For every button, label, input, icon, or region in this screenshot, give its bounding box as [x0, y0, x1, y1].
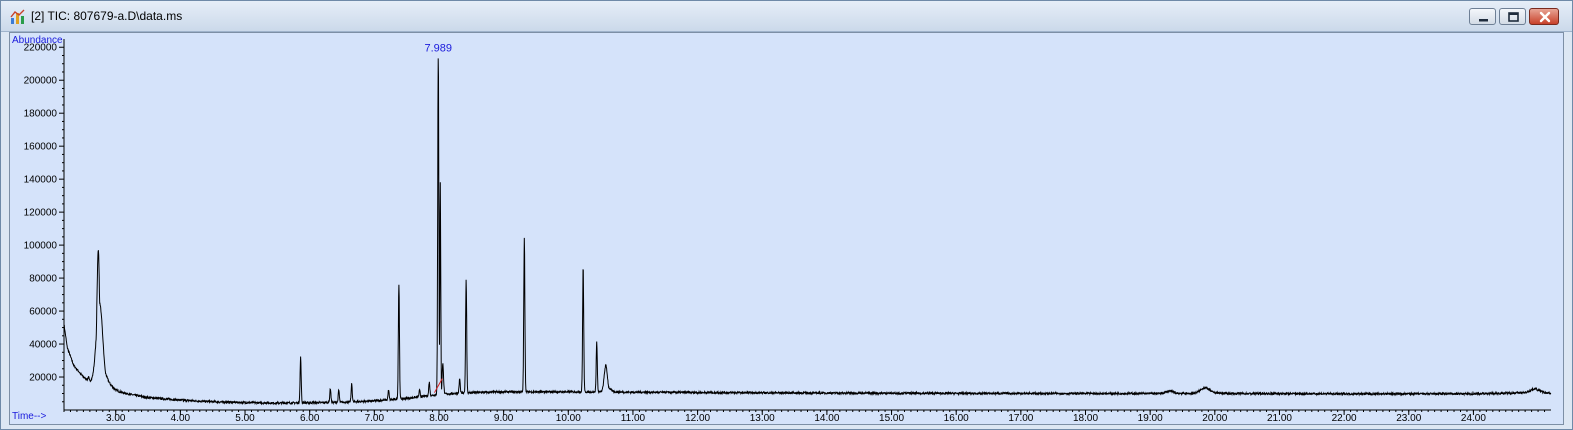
- peak-label: 7.989: [425, 42, 453, 54]
- y-tick-label: 60000: [29, 307, 57, 318]
- x-tick-label: 15.00: [879, 413, 904, 424]
- y-tick-label: 180000: [24, 109, 58, 120]
- chart-area[interactable]: 20000 40000 60000 80000 100000 120000 140000 16…: [9, 32, 1564, 425]
- minimize-icon: [1479, 19, 1488, 22]
- y-tick-label: 160000: [24, 142, 58, 153]
- x-tick-label: 5.00: [235, 413, 255, 424]
- maximize-button[interactable]: [1499, 8, 1526, 25]
- y-tick-label: 140000: [24, 175, 58, 186]
- x-axis-label: Time-->: [12, 411, 47, 422]
- x-tick-label: 16.00: [944, 413, 969, 424]
- chromatogram-chart[interactable]: 20000 40000 60000 80000 100000 120000 140000 16…: [10, 33, 1563, 424]
- x-tick-label: 23.00: [1396, 413, 1421, 424]
- x-tick-label: 7.00: [365, 413, 385, 424]
- y-tick-label: 200000: [24, 76, 58, 87]
- x-tick-label: 4.00: [171, 413, 191, 424]
- y-tick-label: 20000: [29, 373, 57, 384]
- x-tick-label: 17.00: [1008, 413, 1033, 424]
- x-tick-label: 8.00: [429, 413, 449, 424]
- maximize-icon: [1508, 12, 1519, 22]
- y-tick-label: 40000: [29, 340, 57, 351]
- y-tick-label: 100000: [24, 241, 58, 252]
- y-tick-label: 120000: [24, 208, 58, 219]
- x-tick-label: 20.00: [1202, 413, 1227, 424]
- window-title: [2] TIC: 807679-a.D\data.ms: [31, 9, 183, 23]
- chemstation-app-icon: [10, 9, 25, 24]
- integration-baseline-marker: [434, 378, 443, 393]
- close-icon: [1539, 11, 1551, 23]
- x-tick-label: 10.00: [556, 413, 581, 424]
- x-tick-label: 14.00: [814, 413, 839, 424]
- x-tick-label: 24.00: [1461, 413, 1486, 424]
- title-bar[interactable]: [2] TIC: 807679-a.D\data.ms: [1, 1, 1572, 32]
- x-tick-label: 19.00: [1138, 413, 1163, 424]
- close-button[interactable]: [1529, 8, 1559, 25]
- x-tick-label: 6.00: [300, 413, 320, 424]
- minimize-button[interactable]: [1469, 8, 1496, 25]
- x-tick-label: 11.00: [621, 413, 646, 424]
- x-tick-label: 9.00: [494, 413, 514, 424]
- x-tick-label: 21.00: [1267, 413, 1292, 424]
- x-tick-label: 12.00: [685, 413, 710, 424]
- tic-signal-line: [63, 58, 1552, 406]
- x-tick-label: 22.00: [1332, 413, 1357, 424]
- x-tick-label: 13.00: [750, 413, 775, 424]
- y-axis-label: Abundance: [12, 35, 63, 46]
- y-tick-label: 80000: [29, 274, 57, 285]
- x-tick-label: 18.00: [1073, 413, 1098, 424]
- x-tick-label: 3.00: [106, 413, 126, 424]
- y-tick-label: 220000: [24, 43, 58, 54]
